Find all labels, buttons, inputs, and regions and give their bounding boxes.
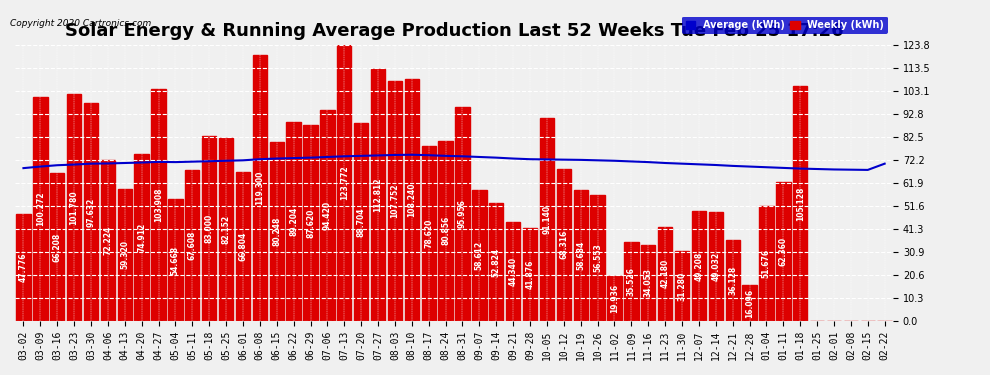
Text: 47.776: 47.776 [19,253,28,282]
Bar [709,211,723,321]
Bar [455,107,469,321]
Bar [675,251,689,321]
Text: 95.956: 95.956 [458,200,467,228]
Text: 42.180: 42.180 [660,259,669,288]
Text: 91.140: 91.140 [543,205,551,234]
Text: 49.032: 49.032 [711,252,721,281]
Bar [371,69,385,321]
Text: 59.320: 59.320 [120,240,130,269]
Bar [236,172,250,321]
Text: 67.608: 67.608 [188,231,197,260]
Bar [607,276,622,321]
Text: Copyright 2020 Cartronics.com: Copyright 2020 Cartronics.com [10,19,151,28]
Text: 80.856: 80.856 [442,216,450,245]
Text: 49.208: 49.208 [694,251,704,280]
Bar [50,173,64,321]
Bar [642,245,655,321]
Text: 16.096: 16.096 [745,288,754,318]
Bar [185,170,200,321]
Text: 31.280: 31.280 [677,272,686,301]
Text: 34.053: 34.053 [644,268,652,297]
Bar [354,123,368,321]
Text: 35.526: 35.526 [627,267,636,296]
Bar [422,146,436,321]
Text: 88.704: 88.704 [356,207,365,237]
Text: 80.248: 80.248 [272,217,281,246]
Text: 58.684: 58.684 [576,241,585,270]
Bar [556,168,571,321]
Bar [506,222,521,321]
Bar [16,214,31,321]
Bar [202,136,217,321]
Text: 112.812: 112.812 [373,178,382,212]
Bar [742,285,756,321]
Text: 83.000: 83.000 [205,214,214,243]
Title: Solar Energy & Running Average Production Last 52 Weeks Tue Feb 25 17:26: Solar Energy & Running Average Productio… [64,22,843,40]
Text: 52.824: 52.824 [492,248,501,276]
Bar [135,154,148,321]
Bar [320,110,335,321]
Text: 94.420: 94.420 [323,201,332,230]
Text: 89.204: 89.204 [289,207,298,236]
Bar [573,190,588,321]
Bar [793,86,808,321]
Text: 119.300: 119.300 [255,171,264,205]
Bar [658,227,672,321]
Bar [151,89,165,321]
Bar [439,141,452,321]
Text: 36.128: 36.128 [729,266,738,295]
Bar [590,195,605,321]
Bar [489,203,504,321]
Text: 97.632: 97.632 [86,197,95,226]
Bar [219,138,234,321]
Bar [168,199,182,321]
Text: 66.208: 66.208 [52,232,61,262]
Text: 58.612: 58.612 [475,241,484,270]
Bar [269,142,284,321]
Bar [759,206,773,321]
Text: 41.876: 41.876 [526,260,535,289]
Text: 100.272: 100.272 [36,192,45,226]
Legend: Average (kWh), Weekly (kWh): Average (kWh), Weekly (kWh) [682,16,888,34]
Bar [472,190,486,321]
Text: 101.780: 101.780 [69,190,78,225]
Bar [84,103,98,321]
Text: 87.620: 87.620 [306,209,315,238]
Text: 19.936: 19.936 [610,284,619,313]
Bar [776,182,791,321]
Bar [303,126,318,321]
Text: 78.620: 78.620 [425,219,434,248]
Text: 54.668: 54.668 [171,245,180,274]
Text: 74.912: 74.912 [138,223,147,252]
Text: 82.152: 82.152 [222,215,231,244]
Text: 62.360: 62.360 [779,237,788,266]
Bar [118,189,132,321]
Text: 51.676: 51.676 [762,249,771,278]
Bar [540,118,554,321]
Bar [33,97,48,321]
Bar [388,81,402,321]
Text: 103.908: 103.908 [154,188,163,222]
Text: 107.752: 107.752 [390,183,399,218]
Bar [726,240,740,321]
Text: 68.316: 68.316 [559,230,568,260]
Text: 66.804: 66.804 [239,232,248,261]
Text: 72.224: 72.224 [103,226,113,255]
Text: 44.340: 44.340 [509,257,518,286]
Bar [624,242,639,321]
Bar [523,228,538,321]
Text: 105.128: 105.128 [796,186,805,221]
Bar [67,94,81,321]
Text: 56.553: 56.553 [593,243,602,272]
Bar [405,80,419,321]
Text: 123.772: 123.772 [340,166,348,200]
Bar [252,55,267,321]
Bar [286,122,301,321]
Bar [338,45,351,321]
Text: 108.240: 108.240 [407,183,417,218]
Bar [692,211,706,321]
Bar [101,160,115,321]
